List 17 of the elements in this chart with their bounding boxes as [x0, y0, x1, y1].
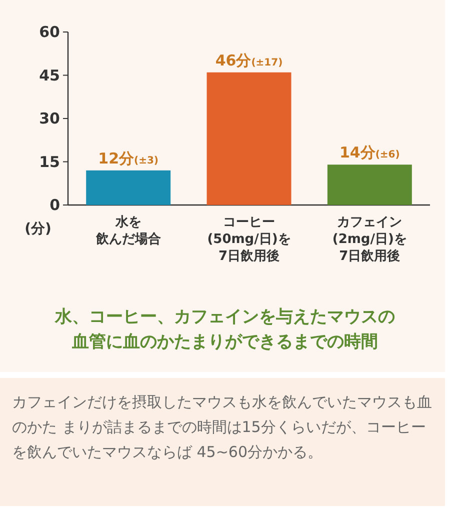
bar	[206, 72, 292, 205]
y-tick-label: 15	[39, 152, 60, 171]
data-label: 14分(±6)	[339, 144, 400, 162]
y-tick-label: 45	[39, 66, 60, 84]
y-tick-label: 30	[39, 110, 60, 128]
y-tick-label: 0	[50, 196, 60, 214]
y-axis-title: (分)	[24, 221, 52, 237]
y-tick-label: 60	[39, 23, 60, 41]
data-label: 46分(±17)	[215, 51, 283, 70]
x-tick-label: コーヒー(50mg/日)を7日飲用後	[207, 215, 291, 264]
x-tick-label: カフェイン(2mg/日)を7日飲用後	[332, 215, 407, 264]
text: カフェインだけを摂取したマウスも水を飲んでいたマウスも血のかた まりが詰まるまでの時間は15分くらいだが、コーヒーを飲んでいたマウスならば 45~60分かかる。	[0, 378, 445, 506]
text: 水、コーヒー、カフェインを与えたマウスの血管に血のかたまりができるまでの時間	[54, 306, 396, 354]
bar	[86, 170, 171, 205]
data-label: 12分(±3)	[98, 149, 159, 168]
x-tick-label: 水を飲んだ場合	[94, 215, 161, 247]
bar	[327, 164, 412, 205]
